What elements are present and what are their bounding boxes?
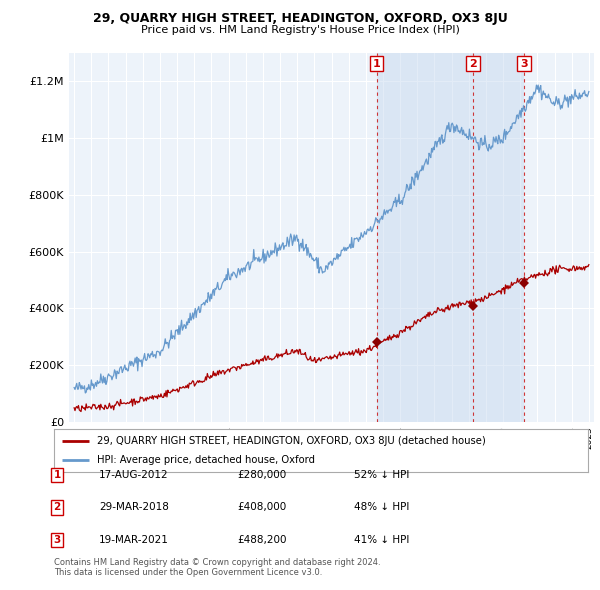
Text: £408,000: £408,000 [237, 503, 286, 512]
Text: 29, QUARRY HIGH STREET, HEADINGTON, OXFORD, OX3 8JU: 29, QUARRY HIGH STREET, HEADINGTON, OXFO… [92, 12, 508, 25]
Text: 48% ↓ HPI: 48% ↓ HPI [354, 503, 409, 512]
Text: 29-MAR-2018: 29-MAR-2018 [99, 503, 169, 512]
Text: Price paid vs. HM Land Registry's House Price Index (HPI): Price paid vs. HM Land Registry's House … [140, 25, 460, 35]
Text: HPI: Average price, detached house, Oxford: HPI: Average price, detached house, Oxfo… [97, 455, 315, 466]
Text: 3: 3 [53, 535, 61, 545]
Text: 2: 2 [469, 58, 477, 68]
Text: 2: 2 [53, 503, 61, 512]
Bar [377, 53, 524, 422]
Text: 3: 3 [520, 58, 528, 68]
Text: 29, QUARRY HIGH STREET, HEADINGTON, OXFORD, OX3 8JU (detached house): 29, QUARRY HIGH STREET, HEADINGTON, OXFO… [97, 435, 485, 445]
Text: £280,000: £280,000 [237, 470, 286, 480]
Text: 41% ↓ HPI: 41% ↓ HPI [354, 535, 409, 545]
Text: 52% ↓ HPI: 52% ↓ HPI [354, 470, 409, 480]
Text: £488,200: £488,200 [237, 535, 287, 545]
Text: 19-MAR-2021: 19-MAR-2021 [99, 535, 169, 545]
Text: 1: 1 [373, 58, 380, 68]
Text: 1: 1 [53, 470, 61, 480]
Text: Contains HM Land Registry data © Crown copyright and database right 2024.
This d: Contains HM Land Registry data © Crown c… [54, 558, 380, 577]
Text: 17-AUG-2012: 17-AUG-2012 [99, 470, 169, 480]
